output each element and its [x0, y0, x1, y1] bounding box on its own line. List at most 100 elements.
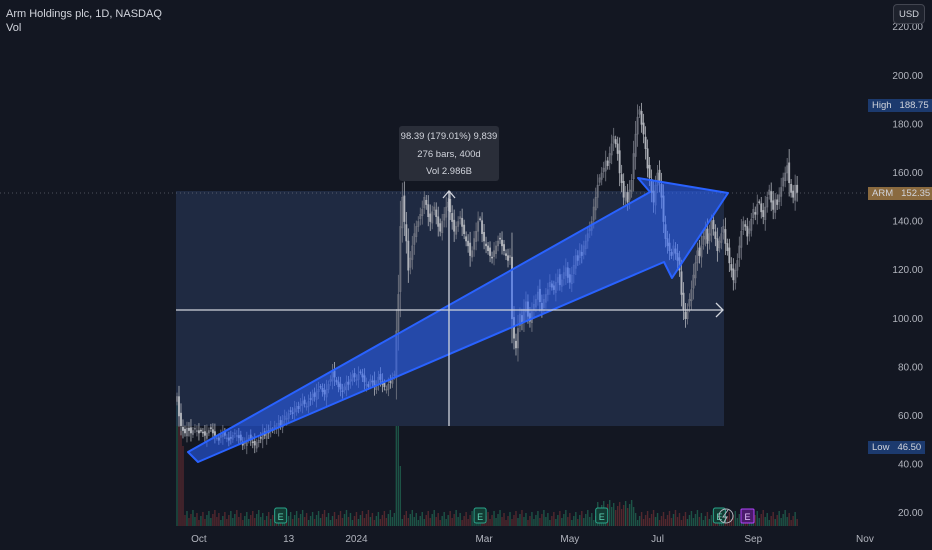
volume-bar: [295, 511, 298, 526]
volume-bar: [188, 518, 190, 526]
candle-body: [501, 239, 503, 247]
volume-bar: [230, 511, 232, 526]
candle-body: [419, 214, 422, 219]
candle-body: [698, 247, 701, 256]
candle-body: [195, 430, 198, 432]
candle-body: [626, 192, 629, 203]
candle-body: [614, 139, 617, 145]
lightning-icon[interactable]: [718, 508, 734, 524]
volume-bar: [551, 516, 553, 526]
volume-bar: [710, 515, 713, 526]
volume-bar: [758, 518, 760, 526]
volume-bar: [547, 513, 549, 526]
volume-bar: [608, 500, 611, 526]
volume-bar: [216, 517, 218, 526]
volume-bar: [463, 516, 465, 526]
volume-bar: [527, 520, 529, 526]
volume-bar: [373, 520, 376, 526]
candle-body: [184, 428, 186, 434]
volume-bar: [445, 519, 447, 526]
volume-bar: [666, 515, 669, 526]
volume-bar: [431, 514, 433, 526]
candle-body: [780, 187, 783, 197]
candle-body: [722, 226, 725, 233]
volume-bar: [774, 519, 776, 526]
volume-bar: [272, 515, 274, 526]
last-tag-label: ARM: [868, 187, 898, 200]
volume-bar: [399, 466, 402, 526]
volume-bar: [503, 513, 505, 526]
candle-body: [700, 245, 703, 258]
volume-bar: [614, 510, 617, 526]
volume-bar: [778, 511, 780, 526]
volume-label[interactable]: Vol: [6, 22, 22, 34]
candle-body: [489, 247, 492, 256]
volume-bar: [616, 506, 619, 526]
candle-body: [425, 199, 428, 205]
y-tick-label: 140.00: [892, 217, 923, 228]
volume-bar: [375, 516, 378, 526]
volume-bar: [591, 513, 593, 526]
volume-bar: [702, 520, 705, 526]
candle-body: [188, 427, 190, 431]
candle-body: [253, 441, 256, 446]
candle-body: [415, 226, 418, 237]
volume-bar: [383, 511, 386, 526]
volume-bar: [511, 519, 513, 526]
candle-body: [602, 167, 605, 172]
volume-bar: [377, 512, 380, 526]
symbol-title[interactable]: Arm Holdings plc, 1D, NASDAQ: [6, 8, 162, 20]
candle-body: [503, 244, 505, 252]
volume-bar: [246, 512, 248, 526]
volume-bar: [447, 515, 449, 526]
candle-body: [772, 200, 775, 210]
volume-bar: [521, 510, 523, 526]
candle-body: [620, 174, 623, 183]
volume-bar: [218, 513, 220, 526]
volume-bar: [208, 511, 210, 526]
volume-bar: [313, 519, 316, 526]
volume-bar: [523, 517, 525, 526]
volume-bar: [784, 510, 786, 526]
candle-body: [443, 214, 446, 221]
volume-bar: [553, 512, 555, 526]
volume-bar: [469, 515, 471, 526]
volume-bar: [700, 513, 703, 526]
y-tick-label: 220.00: [892, 22, 923, 33]
candle-body: [193, 427, 196, 430]
volume-bar: [180, 431, 182, 526]
candle-body: [790, 183, 793, 193]
volume-bar: [192, 510, 194, 526]
y-tick-label: 60.00: [898, 411, 923, 422]
candle-body: [459, 216, 462, 219]
candle-body: [423, 197, 426, 209]
volume-bar: [764, 517, 766, 526]
dividend-icon[interactable]: [740, 508, 755, 524]
volume-bar: [242, 520, 244, 526]
volume-bar: [401, 519, 404, 526]
volume-bar: [768, 520, 770, 526]
volume-bar: [487, 512, 489, 526]
candle-body: [463, 224, 466, 234]
volume-bar: [686, 519, 689, 526]
volume-bar: [648, 518, 651, 526]
candle-body: [708, 233, 711, 241]
candle-body: [728, 247, 731, 264]
candle-body: [477, 221, 480, 232]
candle-body: [716, 238, 719, 252]
currency-button[interactable]: USD: [893, 4, 925, 24]
candle-body: [718, 240, 721, 249]
volume-bar: [367, 510, 370, 526]
candle-body: [624, 192, 627, 201]
candle-body: [688, 299, 691, 307]
candle-body: [201, 431, 204, 434]
candle-body: [778, 194, 781, 202]
candle-body: [467, 240, 470, 247]
volume-bar: [670, 518, 673, 526]
volume-bar: [680, 520, 683, 526]
candle-body: [750, 218, 753, 231]
volume-bar: [630, 500, 633, 526]
volume-bar: [638, 516, 641, 526]
volume-bar: [581, 511, 583, 526]
